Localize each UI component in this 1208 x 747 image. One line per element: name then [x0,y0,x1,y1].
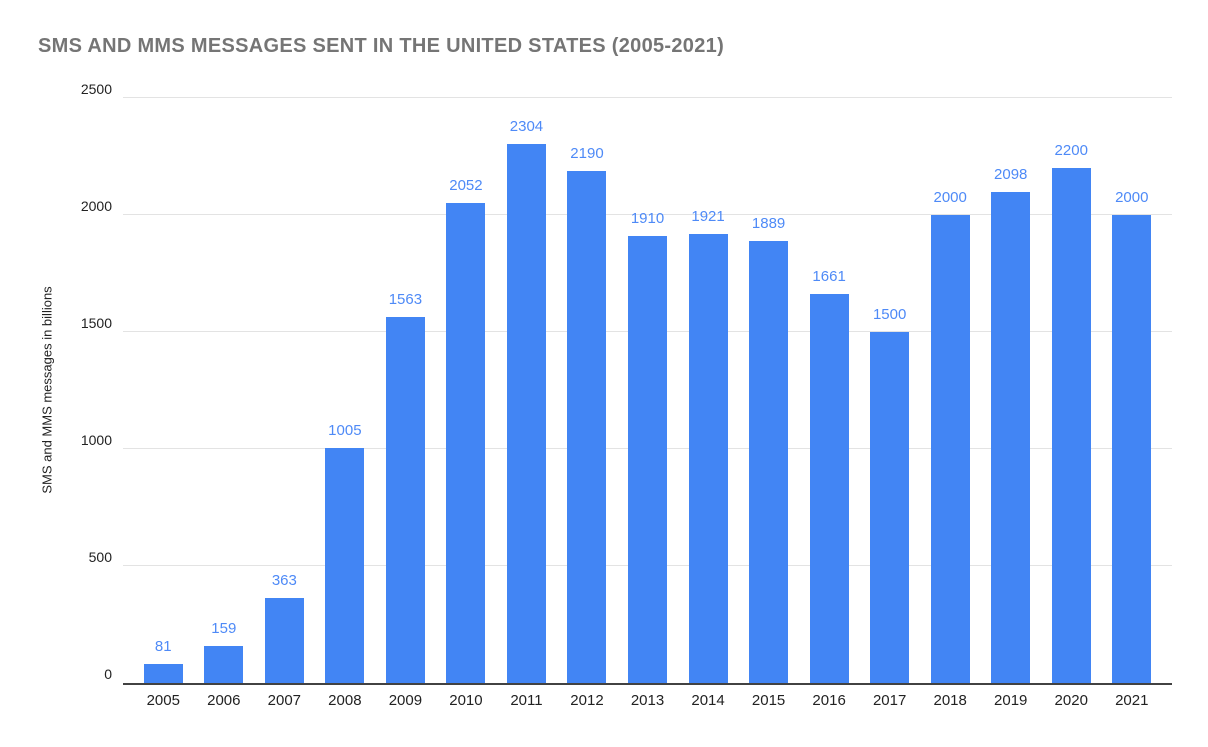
plot-area: 81 159 363 1005 1563 2052 2304 2190 1910 1921 1889… [123,97,1172,685]
y-axis-tick-labels: 0 500 1000 1500 2000 2500 [0,81,112,683]
bar-value-label: 1921 [691,207,725,225]
gridline [123,214,1172,215]
x-tick-label: 2009 [388,692,423,709]
bar-value-label: 2304 [509,117,544,135]
x-tick-label: 2005 [146,692,180,709]
bar-value-label: 2190 [570,144,604,162]
bar-series: 81 159 363 1005 1563 2052 2304 2190 1910 1921 1889… [133,98,1162,683]
bar [1112,215,1152,683]
bar-value-label: 1661 [812,268,846,286]
bar [264,598,304,683]
bar-band: 2000 [1102,98,1163,683]
x-tick-label: 2006 [207,692,241,709]
bar-band: 2052 [436,98,497,683]
bar-band: 81 [133,98,194,683]
bar [143,664,183,683]
bar-value-label: 2052 [449,176,483,194]
x-tick-label: 2014 [691,692,725,709]
x-tick-label: 2020 [1054,692,1088,709]
bar-value-label: 81 [154,638,172,656]
bar-band: 1889 [738,98,799,683]
x-tick-label: 2010 [449,692,483,709]
bar-band: 2000 [920,98,981,683]
bar-value-label: 2000 [1115,189,1149,206]
bar-value-label: 2200 [1054,142,1088,160]
bar-value-label: 1910 [630,210,665,228]
chart-title: SMS AND MMS MESSAGES SENT IN THE UNITED … [38,35,725,57]
y-tick-label: 1000 [80,432,112,448]
x-tick-label: 2007 [267,692,302,709]
bar-band: 2200 [1041,98,1102,683]
bar [385,317,425,683]
x-tick-label: 2016 [812,692,846,709]
bar-band: 1500 [859,98,920,683]
y-tick-label: 0 [104,666,112,682]
bar-band: 363 [254,98,315,683]
bar [688,233,728,683]
gridline [123,97,1172,98]
x-tick-label: 2021 [1115,692,1149,709]
bar [749,241,789,683]
bar [991,192,1031,683]
x-tick-label: 2008 [328,692,362,709]
y-tick-label: 1500 [80,315,112,331]
y-tick-label: 2500 [80,81,112,97]
bar-band: 1910 [617,98,678,683]
x-axis-tick-labels: 2005 2006 2007 2008 2009 2010 2011 2012 2013 2014… [133,692,1162,709]
bar-value-label: 2000 [933,189,967,206]
bar [870,332,910,683]
bar-value-label: 1889 [751,214,786,232]
x-tick-label: 2011 [510,692,543,709]
bar-band: 2304 [496,98,557,683]
bar [204,645,244,683]
x-tick-label: 2015 [751,692,786,709]
bar-value-label: 159 [211,619,237,637]
y-tick-label: 500 [88,549,112,565]
bar-value-label: 1563 [388,291,423,309]
y-tick-label: 2000 [80,198,112,214]
x-tick-label: 2018 [933,692,967,709]
bar-band: 2190 [557,98,618,683]
bar [446,202,486,683]
x-tick-label: 2017 [872,692,907,709]
x-tick-label: 2012 [570,692,604,709]
bar-value-label: 2098 [994,166,1028,184]
bar-value-label: 1005 [328,421,362,439]
bar [567,170,607,683]
bar-value-label: 1500 [872,306,907,323]
bar-band: 1005 [315,98,376,683]
x-tick-label: 2019 [994,692,1028,709]
bar-band: 159 [194,98,255,683]
bar-value-label: 363 [271,572,297,590]
bar-band: 1563 [375,98,436,683]
bar [809,294,849,683]
bar [930,215,970,683]
bar [628,236,668,683]
x-tick-label: 2013 [630,692,665,709]
bar [1051,168,1091,683]
bar-band: 1661 [799,98,860,683]
bar [506,143,546,683]
bar-band: 2098 [980,98,1041,683]
bar [325,447,365,683]
bar-band: 1921 [678,98,739,683]
